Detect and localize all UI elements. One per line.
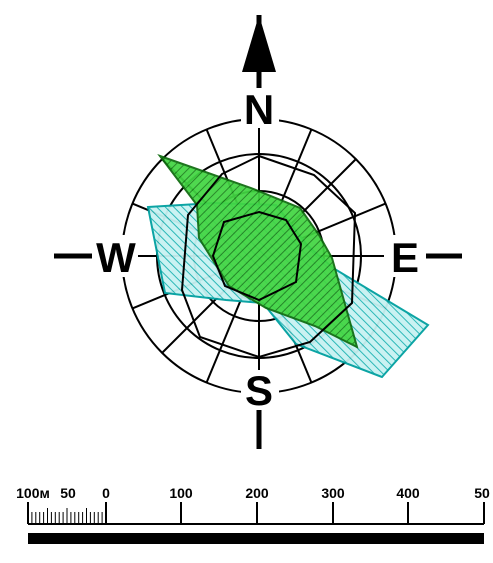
- scale-labels: 100м 50 0 100 200 300 400 50: [16, 485, 490, 501]
- north-label: N: [244, 86, 274, 133]
- west-label-bg: [92, 235, 138, 277]
- east-label: E: [391, 234, 419, 281]
- wind-rose-green: [157, 153, 359, 349]
- east-label-bg: [384, 235, 426, 277]
- scale-label-500: 50: [474, 485, 490, 501]
- compass-letters: N S W E: [92, 86, 426, 414]
- south-label-bg: [241, 370, 279, 410]
- inner-rose-outline: [211, 210, 303, 302]
- scale-ticks: [27, 502, 485, 524]
- scale-label-200: 200: [245, 485, 269, 501]
- north-arrow: [242, 15, 276, 97]
- north-arrow-head-icon: [242, 15, 276, 72]
- west-label: W: [96, 234, 136, 281]
- inner-rose-lines: [180, 154, 357, 359]
- green-wind-rose-series: [157, 153, 359, 349]
- scale-label-300: 300: [321, 485, 345, 501]
- scale-label-400: 400: [396, 485, 420, 501]
- scale-label-0: 0: [102, 485, 110, 501]
- scale-label-100m: 100м: [16, 485, 50, 501]
- scale-label-100: 100: [169, 485, 193, 501]
- scale-black-bar: [28, 533, 484, 544]
- north-label-bg: [241, 88, 279, 128]
- south-label: S: [245, 367, 273, 414]
- mid-rose-outline: [180, 154, 357, 359]
- scale-bar: 100м 50 0 100 200 300 400 50: [16, 485, 490, 544]
- scale-label-50: 50: [60, 485, 76, 501]
